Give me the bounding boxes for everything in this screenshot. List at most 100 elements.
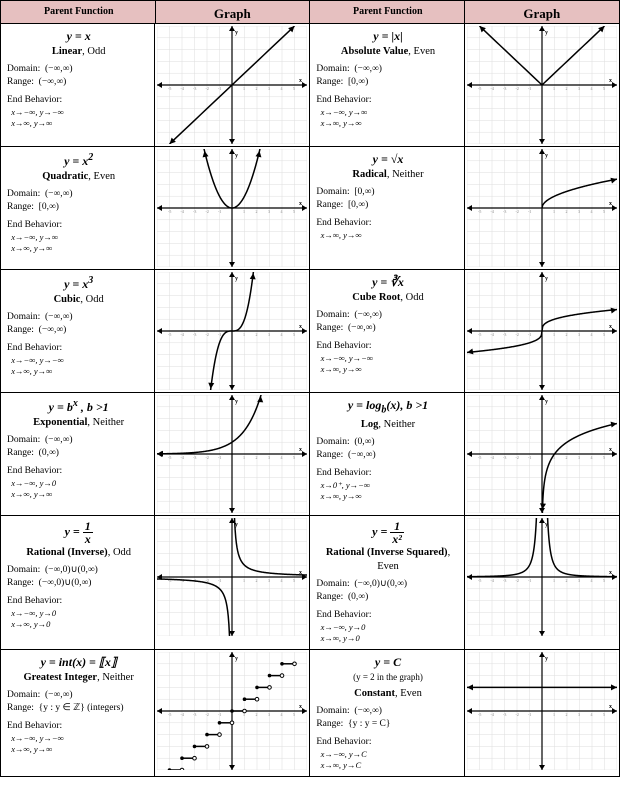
- function-name: Linear, Odd: [7, 45, 150, 59]
- svg-text:2: 2: [565, 455, 567, 460]
- svg-text:5: 5: [603, 332, 605, 337]
- graph-cell: xy-5-4-3-2-112345: [155, 393, 310, 515]
- svg-text:1: 1: [243, 332, 245, 337]
- equation: y = bx , b >1: [7, 397, 150, 415]
- svg-text:1: 1: [243, 455, 245, 460]
- header-cell: Parent Function: [310, 1, 465, 23]
- header-cell: Graph: [156, 1, 310, 23]
- svg-text:-2: -2: [515, 86, 518, 91]
- svg-text:4: 4: [281, 332, 283, 337]
- parent-function-cell: y = C(y = 2 in the graph) Constant, Even…: [310, 650, 464, 776]
- svg-text:y: y: [235, 153, 238, 159]
- svg-text:2: 2: [256, 455, 258, 460]
- svg-text:5: 5: [603, 86, 605, 91]
- svg-text:-5: -5: [478, 578, 481, 583]
- svg-text:-5: -5: [168, 209, 171, 214]
- graph-cell: xy-5-4-3-2-112345: [155, 24, 310, 146]
- svg-text:-3: -3: [193, 209, 196, 214]
- graph-cell: xy-5-4-3-2-112345: [155, 516, 310, 649]
- svg-text:3: 3: [268, 86, 270, 91]
- parent-function-cell: y = 1x Rational (Inverse), Odd Domain: (…: [1, 516, 155, 649]
- function-name: Cube Root, Odd: [316, 291, 459, 305]
- svg-text:y: y: [545, 656, 548, 662]
- svg-text:-3: -3: [503, 578, 506, 583]
- svg-text:3: 3: [578, 86, 580, 91]
- parent-function-cell: y = |x| Absolute Value, Even Domain: (−∞…: [310, 24, 464, 146]
- svg-text:x: x: [609, 447, 612, 453]
- svg-text:3: 3: [268, 209, 270, 214]
- svg-text:-4: -4: [181, 455, 184, 460]
- graph-cell: xy-5-4-3-2-112345: [155, 147, 310, 269]
- svg-text:1: 1: [243, 86, 245, 91]
- equation: y = x3: [7, 274, 150, 292]
- svg-text:y: y: [235, 656, 238, 662]
- svg-text:-4: -4: [490, 712, 493, 717]
- function-name: Cubic, Odd: [7, 293, 150, 307]
- svg-text:-5: -5: [478, 455, 481, 460]
- svg-text:4: 4: [590, 455, 592, 460]
- equation: y = |x|: [316, 28, 459, 44]
- svg-text:-4: -4: [181, 86, 184, 91]
- svg-text:4: 4: [281, 712, 283, 717]
- svg-text:-1: -1: [218, 712, 221, 717]
- svg-text:2: 2: [565, 209, 567, 214]
- parent-function-cell: y = 1x² Rational (Inverse Squared), Even…: [310, 516, 464, 649]
- graph-cell: xy-5-4-3-2-112345: [465, 393, 619, 515]
- svg-text:-5: -5: [168, 712, 171, 717]
- svg-text:x: x: [609, 201, 612, 207]
- svg-text:-3: -3: [503, 86, 506, 91]
- equation: y = x2: [7, 151, 150, 169]
- svg-text:-2: -2: [206, 86, 209, 91]
- graph-cell: xy-5-4-3-2-112345: [465, 270, 619, 392]
- svg-text:1: 1: [553, 86, 555, 91]
- svg-text:x: x: [299, 447, 302, 453]
- svg-text:2: 2: [565, 712, 567, 717]
- svg-text:x: x: [299, 201, 302, 207]
- svg-text:3: 3: [268, 578, 270, 583]
- svg-text:-3: -3: [503, 712, 506, 717]
- svg-text:-1: -1: [528, 455, 531, 460]
- table-row: y = 1x Rational (Inverse), Odd Domain: (…: [1, 516, 619, 650]
- svg-text:2: 2: [565, 332, 567, 337]
- parent-function-cell: y = logb(x), b >1 Log, Neither Domain: (…: [310, 393, 464, 515]
- svg-text:2: 2: [565, 578, 567, 583]
- svg-text:3: 3: [578, 712, 580, 717]
- equation: y = 1x: [7, 520, 150, 545]
- svg-text:3: 3: [268, 332, 270, 337]
- svg-text:y: y: [235, 30, 238, 36]
- function-name: Greatest Integer, Neither: [7, 671, 150, 685]
- svg-text:-5: -5: [168, 455, 171, 460]
- svg-text:4: 4: [281, 86, 283, 91]
- svg-text:5: 5: [293, 712, 295, 717]
- svg-text:-3: -3: [503, 455, 506, 460]
- svg-text:-2: -2: [206, 455, 209, 460]
- parent-function-cell: y = √x Radical, Neither Domain: [0,∞) Ra…: [310, 147, 464, 269]
- svg-text:-5: -5: [168, 332, 171, 337]
- svg-text:-1: -1: [528, 332, 531, 337]
- svg-text:-3: -3: [193, 712, 196, 717]
- graph-cell: xy-5-4-3-2-112345: [465, 516, 619, 649]
- svg-text:4: 4: [590, 86, 592, 91]
- svg-text:-3: -3: [503, 332, 506, 337]
- svg-text:3: 3: [578, 332, 580, 337]
- svg-text:y: y: [545, 153, 548, 159]
- graph-cell: xy-5-4-3-2-112345: [465, 650, 619, 776]
- svg-text:-4: -4: [490, 578, 493, 583]
- svg-text:-3: -3: [503, 209, 506, 214]
- function-name: Radical, Neither: [316, 168, 459, 182]
- graph-cell: xy-5-4-3-2-112345: [465, 147, 619, 269]
- svg-text:x: x: [299, 324, 302, 330]
- svg-text:-4: -4: [490, 455, 493, 460]
- svg-text:1: 1: [553, 332, 555, 337]
- svg-text:-2: -2: [515, 455, 518, 460]
- svg-text:1: 1: [553, 209, 555, 214]
- svg-text:-1: -1: [218, 332, 221, 337]
- svg-text:-1: -1: [218, 578, 221, 583]
- graph-cell: xy-5-4-3-2-112345: [155, 650, 310, 776]
- svg-text:2: 2: [565, 86, 567, 91]
- svg-text:3: 3: [578, 578, 580, 583]
- svg-text:-3: -3: [193, 86, 196, 91]
- svg-text:-1: -1: [218, 86, 221, 91]
- svg-text:2: 2: [256, 578, 258, 583]
- equation: y = ∛x: [316, 274, 459, 290]
